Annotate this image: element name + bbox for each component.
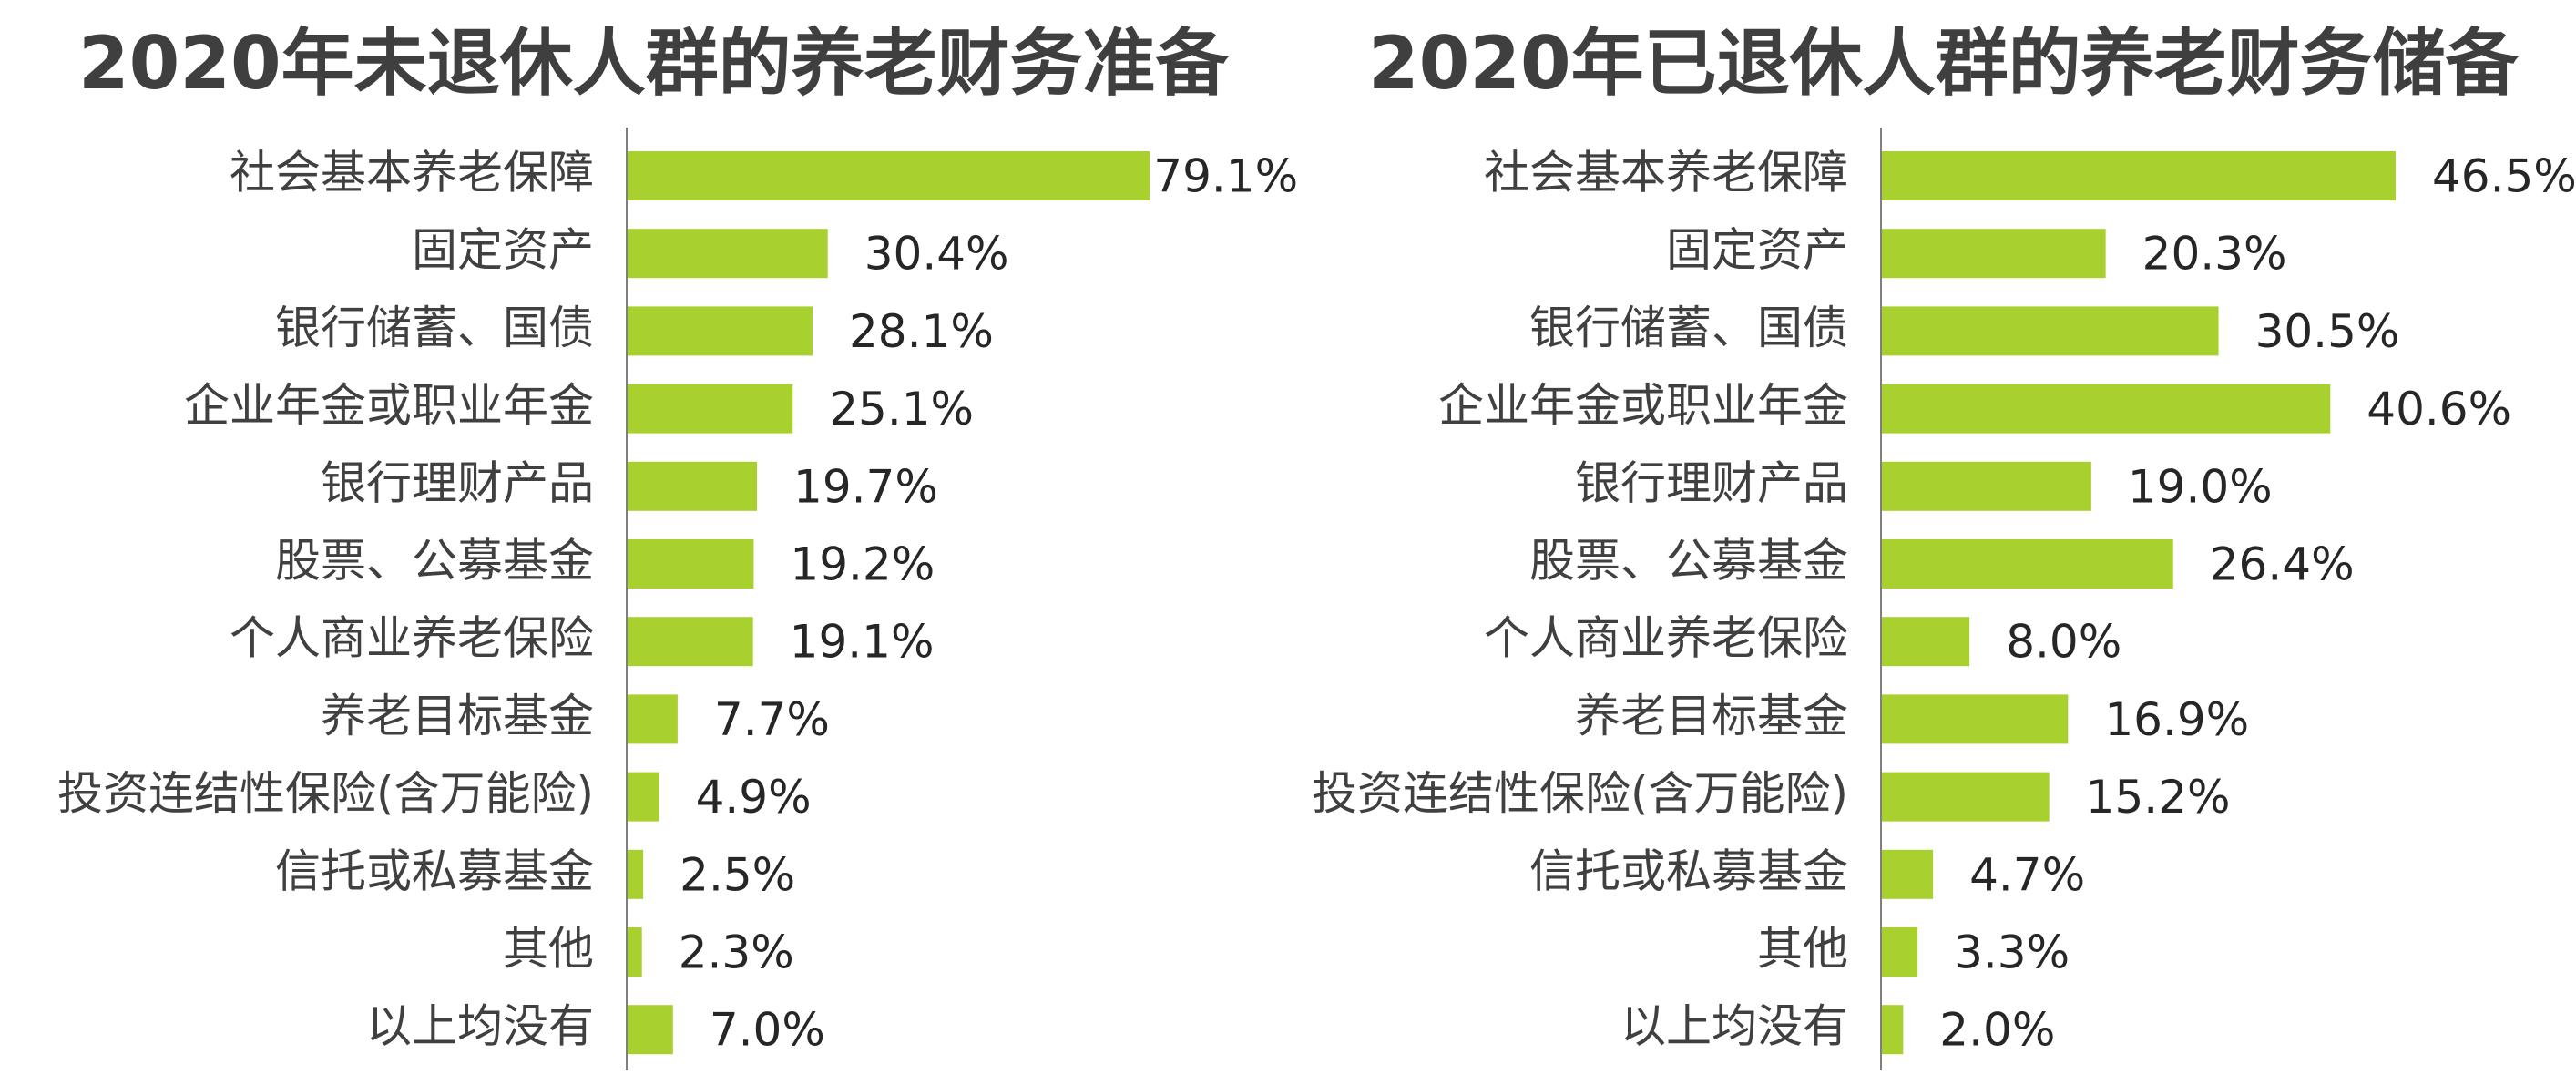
category-label-right-9: 信托或私募基金 — [1529, 844, 1848, 897]
bar-right-7 — [1881, 694, 2069, 744]
category-label-left-11: 以上均没有 — [366, 1000, 594, 1053]
value-label-left-7: 7.7% — [714, 693, 830, 746]
value-label-left-11: 7.0% — [710, 1004, 825, 1057]
value-label-left-6: 19.1% — [790, 616, 935, 669]
bar-left-6 — [627, 617, 753, 667]
value-label-right-2: 30.5% — [2255, 305, 2400, 358]
bar-right-2 — [1881, 306, 2219, 356]
category-label-right-5: 股票、公募基金 — [1529, 535, 1848, 588]
category-label-right-4: 银行理财产品 — [1575, 456, 1848, 509]
category-label-right-11: 以上均没有 — [1620, 1000, 1848, 1053]
category-label-left-4: 银行理财产品 — [321, 456, 594, 509]
bar-left-7 — [627, 694, 678, 744]
value-label-right-8: 15.2% — [2086, 771, 2231, 824]
bar-right-8 — [1881, 772, 2050, 822]
value-label-right-11: 2.0% — [1939, 1004, 2055, 1057]
value-label-left-0: 79.1% — [1153, 150, 1298, 203]
value-label-right-4: 19.0% — [2128, 460, 2273, 513]
value-label-left-10: 2.3% — [679, 926, 794, 979]
value-label-left-8: 4.9% — [696, 771, 812, 824]
category-label-left-0: 社会基本养老保障 — [230, 147, 594, 200]
bar-right-1 — [1881, 229, 2106, 279]
category-label-right-10: 其他 — [1757, 923, 1848, 976]
chart-panel-left: 2020年未退休人群的养老财务准备 社会基本养老保障 79.1% 固定资产 30.4%… — [57, 21, 1298, 1070]
bar-right-5 — [1881, 539, 2173, 589]
bar-left-9 — [627, 849, 644, 899]
value-label-right-3: 40.6% — [2366, 383, 2511, 435]
value-label-left-3: 25.1% — [829, 383, 974, 435]
category-label-left-5: 股票、公募基金 — [275, 535, 594, 588]
category-label-left-10: 其他 — [503, 923, 594, 976]
value-label-right-10: 3.3% — [1954, 926, 2070, 979]
category-label-left-6: 个人商业养老保险 — [230, 612, 594, 665]
value-label-right-7: 16.9% — [2104, 693, 2249, 746]
bar-left-5 — [627, 539, 754, 589]
bar-right-6 — [1881, 617, 1970, 667]
category-label-left-2: 银行储蓄、国债 — [275, 302, 594, 354]
value-label-left-9: 2.5% — [680, 848, 795, 901]
bar-right-0 — [1881, 151, 2396, 200]
category-label-left-3: 企业年金或职业年金 — [184, 379, 594, 432]
bar-left-0 — [627, 151, 1150, 200]
value-label-right-1: 20.3% — [2142, 228, 2287, 281]
bar-right-3 — [1881, 384, 2331, 434]
bar-left-10 — [627, 927, 642, 977]
value-label-left-5: 19.2% — [790, 538, 935, 591]
value-label-right-0: 46.5% — [2432, 150, 2576, 203]
value-label-left-4: 19.7% — [793, 460, 938, 513]
category-label-right-2: 银行储蓄、国债 — [1529, 302, 1848, 354]
chart-panel-right: 2020年已退休人群的养老财务储备 社会基本养老保障 46.5% 固定资产 20.3%… — [1288, 0, 2576, 1085]
bar-left-4 — [627, 461, 758, 511]
value-label-right-5: 26.4% — [2210, 538, 2355, 591]
bar-right-11 — [1881, 1005, 1904, 1055]
category-label-right-8: 投资连结性保险(含万能险) — [1312, 767, 1848, 820]
category-label-right-3: 企业年金或职业年金 — [1438, 379, 1848, 432]
category-label-right-0: 社会基本养老保障 — [1484, 147, 1848, 200]
value-label-right-6: 8.0% — [2006, 616, 2121, 669]
category-label-left-8: 投资连结性保险(含万能险) — [57, 767, 594, 820]
bar-left-8 — [627, 772, 659, 822]
value-label-left-2: 28.1% — [849, 305, 994, 358]
category-label-left-1: 固定资产 — [412, 224, 594, 277]
bar-left-3 — [627, 384, 793, 434]
chart-title-left: 2020年未退休人群的养老财务准备 — [78, 21, 1229, 106]
value-label-left-1: 30.4% — [864, 228, 1009, 281]
category-label-right-7: 养老目标基金 — [1575, 690, 1848, 742]
bar-chart-left: 社会基本养老保障 79.1% 固定资产 30.4% 银行储蓄、国债 28.1% 企业年金或职… — [57, 128, 1298, 1070]
value-label-right-9: 4.7% — [1969, 848, 2085, 901]
category-label-right-6: 个人商业养老保险 — [1484, 612, 1848, 665]
category-label-right-1: 固定资产 — [1666, 224, 1848, 277]
bar-left-2 — [627, 306, 813, 356]
bar-right-4 — [1881, 461, 2091, 511]
category-label-left-9: 信托或私募基金 — [275, 844, 594, 897]
bar-chart-right: 社会基本养老保障 46.5% 固定资产 20.3% 银行储蓄、国债 30.5% 企业年金或职… — [1312, 128, 2576, 1070]
bar-left-1 — [627, 229, 828, 279]
bar-right-9 — [1881, 849, 1934, 899]
category-label-left-7: 养老目标基金 — [321, 690, 594, 742]
bar-left-11 — [627, 1005, 673, 1055]
bar-right-10 — [1881, 927, 1918, 977]
chart-title-right: 2020年已退休人群的养老财务储备 — [1368, 21, 2519, 106]
